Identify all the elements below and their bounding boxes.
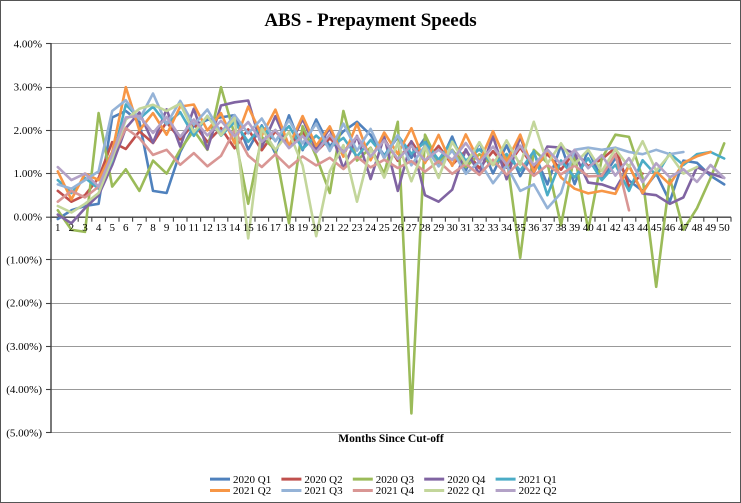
- svg-text:47: 47: [678, 222, 690, 234]
- svg-text:37: 37: [542, 222, 554, 234]
- svg-text:12: 12: [202, 222, 213, 234]
- svg-text:2022 Q1: 2022 Q1: [447, 485, 485, 497]
- svg-text:42: 42: [610, 222, 621, 234]
- svg-text:32: 32: [474, 222, 485, 234]
- svg-text:2022 Q2: 2022 Q2: [519, 485, 557, 497]
- svg-text:Months Since Cut-off: Months Since Cut-off: [338, 433, 444, 445]
- svg-text:2.00%: 2.00%: [14, 125, 42, 137]
- svg-text:2020 Q3: 2020 Q3: [376, 474, 415, 486]
- svg-text:(5.00%): (5.00%): [6, 427, 42, 439]
- svg-text:44: 44: [637, 222, 649, 234]
- svg-text:2021 Q1: 2021 Q1: [519, 474, 557, 486]
- svg-text:(4.00%): (4.00%): [6, 384, 42, 396]
- svg-text:28: 28: [420, 222, 432, 234]
- svg-text:(3.00%): (3.00%): [6, 341, 42, 353]
- svg-text:34: 34: [501, 222, 513, 234]
- svg-text:14: 14: [229, 222, 241, 234]
- svg-text:49: 49: [705, 222, 717, 234]
- svg-text:26: 26: [392, 222, 404, 234]
- svg-text:3: 3: [82, 222, 88, 234]
- svg-text:36: 36: [528, 222, 540, 234]
- svg-text:45: 45: [651, 222, 663, 234]
- svg-text:20: 20: [311, 222, 323, 234]
- svg-text:25: 25: [379, 222, 391, 234]
- svg-text:27: 27: [406, 222, 418, 234]
- svg-text:2021 Q4: 2021 Q4: [376, 485, 415, 497]
- svg-text:1.00%: 1.00%: [14, 168, 42, 180]
- svg-text:46: 46: [664, 222, 676, 234]
- svg-text:4: 4: [96, 222, 102, 234]
- svg-text:39: 39: [569, 222, 581, 234]
- svg-text:48: 48: [692, 222, 704, 234]
- svg-text:16: 16: [256, 222, 268, 234]
- svg-text:29: 29: [433, 222, 445, 234]
- svg-text:4.00%: 4.00%: [14, 39, 42, 51]
- svg-text:(2.00%): (2.00%): [6, 298, 42, 310]
- svg-text:33: 33: [488, 222, 500, 234]
- svg-text:3.00%: 3.00%: [14, 82, 42, 94]
- svg-text:31: 31: [460, 222, 471, 234]
- svg-text:22: 22: [338, 222, 349, 234]
- svg-text:6: 6: [123, 222, 129, 234]
- svg-text:7: 7: [137, 222, 143, 234]
- svg-text:2020 Q1: 2020 Q1: [233, 474, 271, 486]
- svg-text:17: 17: [270, 222, 282, 234]
- svg-text:21: 21: [324, 222, 335, 234]
- svg-text:15: 15: [243, 222, 255, 234]
- svg-text:19: 19: [297, 222, 309, 234]
- svg-text:43: 43: [624, 222, 636, 234]
- svg-text:11: 11: [189, 222, 200, 234]
- svg-text:13: 13: [216, 222, 228, 234]
- svg-text:2020 Q2: 2020 Q2: [304, 474, 342, 486]
- svg-text:(1.00%): (1.00%): [6, 255, 42, 267]
- svg-text:5: 5: [109, 222, 115, 234]
- svg-text:18: 18: [284, 222, 296, 234]
- svg-text:9: 9: [164, 222, 170, 234]
- svg-text:24: 24: [365, 222, 377, 234]
- svg-text:38: 38: [556, 222, 568, 234]
- svg-text:2021 Q3: 2021 Q3: [304, 485, 343, 497]
- svg-text:ABS - Prepayment Speeds: ABS - Prepayment Speeds: [264, 10, 476, 31]
- svg-text:1: 1: [55, 222, 61, 234]
- svg-text:8: 8: [150, 222, 156, 234]
- svg-text:30: 30: [447, 222, 459, 234]
- svg-text:23: 23: [352, 222, 364, 234]
- svg-text:0.00%: 0.00%: [14, 211, 42, 223]
- svg-text:2021 Q2: 2021 Q2: [233, 485, 271, 497]
- svg-text:2020 Q4: 2020 Q4: [447, 474, 486, 486]
- svg-text:41: 41: [596, 222, 607, 234]
- svg-text:2: 2: [69, 222, 75, 234]
- svg-text:50: 50: [719, 222, 731, 234]
- svg-text:40: 40: [583, 222, 595, 234]
- svg-text:10: 10: [175, 222, 187, 234]
- svg-text:35: 35: [515, 222, 527, 234]
